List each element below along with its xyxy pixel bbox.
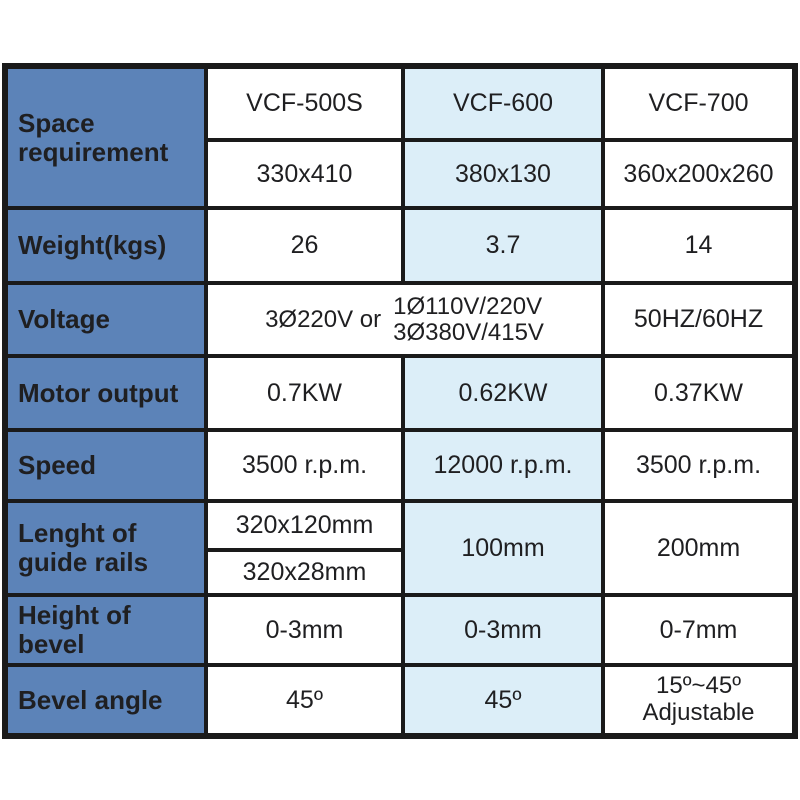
row-label-space-requirement: Space requirement bbox=[3, 64, 208, 210]
voltage-line: 1Ø110V/220V bbox=[393, 292, 543, 320]
table-row-models: Space requirement VCF-500S VCF-600 VCF-7… bbox=[3, 64, 797, 210]
row-label-line: Lenght of bbox=[18, 518, 137, 549]
row-label-bevel-angle: Bevel angle bbox=[3, 663, 208, 738]
cell-weight-vcf700: 14 bbox=[601, 206, 797, 285]
cell-speed-vcf500s: 3500 r.p.m. bbox=[204, 428, 405, 503]
cell-motor-vcf700: 0.37KW bbox=[601, 354, 797, 432]
cell-weight-vcf600: 3.7 bbox=[401, 206, 605, 285]
cell-bevel-height-vcf600: 0-3mm bbox=[401, 593, 605, 667]
row-label-line: Height of bbox=[18, 600, 131, 631]
row-label-line: bevel bbox=[18, 629, 85, 659]
table-row-rails-b: 320x28mm bbox=[5, 548, 795, 597]
cell-space-vcf500s: 330x410 bbox=[204, 138, 405, 210]
cell-rails-vcf500s-top: 320x120mm bbox=[204, 499, 405, 552]
table-row-voltage: Voltage 3Ø220V or 1Ø110V/220V 3Ø380V/415… bbox=[3, 281, 797, 358]
cell-bevel-angle-vcf700: 15º~45º Adjustable bbox=[601, 663, 797, 738]
cell-bevel-height-vcf700: 0-7mm bbox=[601, 593, 797, 667]
cell-model-vcf500s: VCF-500S bbox=[204, 64, 405, 142]
table-row-space: 330x410 380x130 360x200x260 bbox=[5, 138, 797, 210]
cell-bevel-angle-vcf500s: 45º bbox=[204, 663, 405, 738]
row-label-line: requirement bbox=[18, 136, 169, 167]
cell-bevel-height-vcf500s: 0-3mm bbox=[204, 593, 405, 667]
table-row-motor: Motor output 0.7KW 0.62KW 0.37KW bbox=[3, 354, 797, 432]
cell-motor-vcf600: 0.62KW bbox=[401, 354, 605, 432]
cell-voltage-vcf700: 50HZ/60HZ bbox=[601, 281, 797, 358]
voltage-value-group: 3Ø220V or 1Ø110V/220V 3Ø380V/415V bbox=[208, 292, 601, 346]
cell-voltage-merged: 3Ø220V or 1Ø110V/220V 3Ø380V/415V bbox=[204, 281, 605, 358]
row-label-bevel-height: Height of bevel bbox=[3, 593, 208, 667]
row-label-motor-output: Motor output bbox=[3, 354, 208, 432]
row-label-line: Space bbox=[18, 107, 95, 138]
row-label-line: guide rails bbox=[18, 547, 149, 577]
cell-speed-vcf700: 3500 r.p.m. bbox=[601, 428, 797, 503]
row-label-speed: Speed bbox=[3, 428, 208, 503]
cell-model-vcf600: VCF-600 bbox=[401, 64, 605, 142]
cell-space-vcf600: 380x130 bbox=[401, 138, 605, 210]
bevel-angle-range: 15º~45º bbox=[656, 672, 741, 700]
cell-motor-vcf500s: 0.7KW bbox=[204, 354, 405, 432]
cell-bevel-angle-vcf600: 45º bbox=[401, 663, 605, 738]
voltage-part-2: 1Ø110V/220V 3Ø380V/415V bbox=[393, 292, 544, 346]
table-row-rails-a: Lenght of guide rails 320x120mm 100mm 20… bbox=[3, 499, 797, 597]
cell-rails-vcf600: 100mm bbox=[401, 499, 605, 597]
row-label-voltage: Voltage bbox=[3, 281, 208, 358]
table-row-weight: Weight(kgs) 26 3.7 14 bbox=[3, 206, 797, 285]
cell-weight-vcf500s: 26 bbox=[204, 206, 405, 285]
cell-rails-vcf700: 200mm bbox=[601, 499, 797, 597]
spec-table: Space requirement VCF-500S VCF-600 VCF-7… bbox=[2, 63, 798, 739]
bevel-angle-note: Adjustable bbox=[642, 699, 755, 726]
row-label-weight: Weight(kgs) bbox=[3, 206, 208, 285]
voltage-part-1: 3Ø220V or bbox=[265, 305, 382, 333]
cell-rails-vcf500s-bottom: 320x28mm bbox=[204, 548, 405, 597]
cell-speed-vcf600: 12000 r.p.m. bbox=[401, 428, 605, 503]
cell-space-vcf700: 360x200x260 bbox=[601, 138, 797, 210]
table-row-bevel-angle: Bevel angle 45º 45º 15º~45º Adjustable bbox=[3, 663, 797, 738]
table-row-speed: Speed 3500 r.p.m. 12000 r.p.m. 3500 r.p.… bbox=[3, 428, 797, 503]
table-row-bevel-height: Height of bevel 0-3mm 0-3mm 0-7mm bbox=[3, 593, 797, 667]
cell-model-vcf700: VCF-700 bbox=[601, 64, 797, 142]
voltage-line: 3Ø380V/415V bbox=[393, 318, 544, 346]
row-label-guide-rails: Lenght of guide rails bbox=[3, 499, 208, 597]
